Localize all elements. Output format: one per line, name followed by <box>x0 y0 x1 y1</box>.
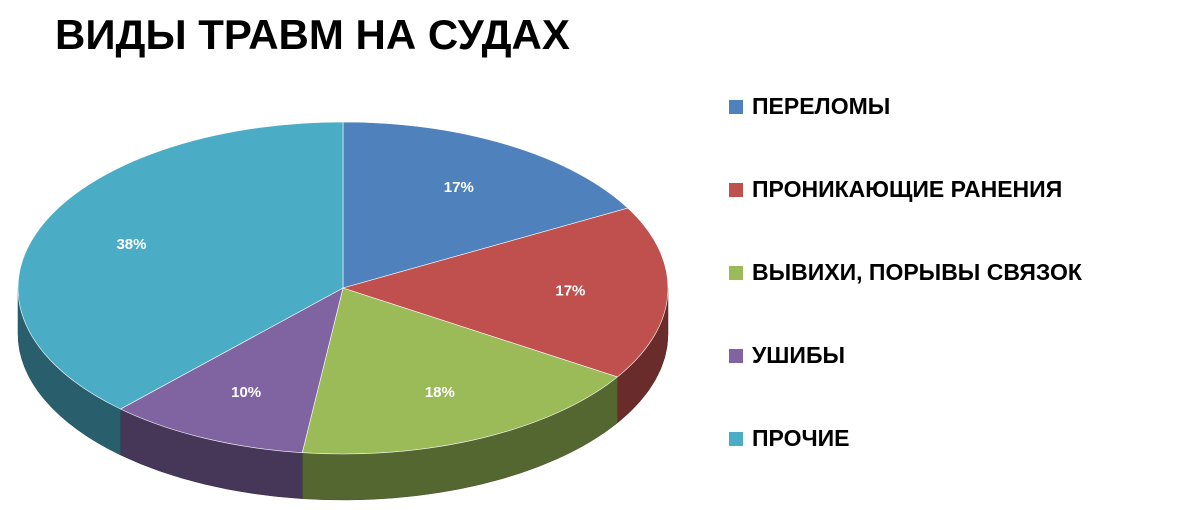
slice <box>341 207 669 378</box>
legend-swatch <box>729 183 743 197</box>
legend-label: ПРОЧИЕ <box>752 425 850 451</box>
slice <box>342 121 629 289</box>
slice <box>17 121 344 410</box>
legend-label: УШИБЫ <box>752 342 845 368</box>
slice <box>301 287 619 455</box>
legend-swatch <box>729 432 743 446</box>
data-label: 18% <box>425 384 455 401</box>
legend-swatch <box>729 266 743 280</box>
slice <box>119 287 344 454</box>
data-label: 38% <box>116 236 146 253</box>
legend-label: ПЕРЕЛОМЫ <box>752 93 890 119</box>
legend-swatch <box>729 349 743 363</box>
legend-label: ВЫВИХИ, ПОРЫВЫ СВЯЗОК <box>752 259 1083 285</box>
chart-title: ВИДЫ ТРАВМ НА СУДАХ <box>55 11 570 58</box>
data-label: 17% <box>444 179 474 196</box>
data-label: 10% <box>231 384 261 401</box>
legend-swatch <box>729 100 743 114</box>
legend-label: ПРОНИКАЮЩИЕ РАНЕНИЯ <box>752 176 1062 202</box>
data-label: 17% <box>555 283 585 300</box>
